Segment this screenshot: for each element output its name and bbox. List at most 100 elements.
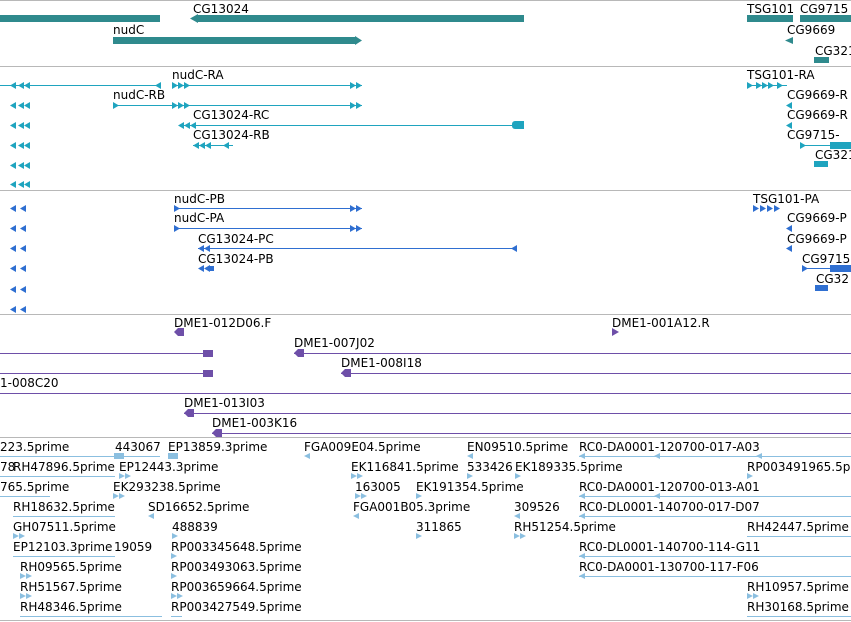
est-line[interactable] — [0, 456, 160, 457]
transcript-label: CG9669-R — [787, 88, 848, 102]
gene-feature[interactable] — [0, 15, 160, 22]
exon-markers — [350, 82, 362, 89]
strand-arrow-icon — [355, 36, 362, 45]
clone-label: DME1-001A12.R — [612, 316, 710, 330]
est-arrow-icon — [171, 573, 177, 579]
utr-block — [814, 161, 828, 167]
est-line[interactable] — [747, 536, 851, 537]
transcript-label: CG9669-R — [787, 108, 848, 122]
est-arrow-icon — [416, 493, 422, 499]
exon-markers — [350, 102, 362, 109]
est-label: 223.5prime — [0, 440, 70, 454]
est-label: RC0-DL0001-140700-017-D07 — [579, 500, 760, 514]
est-line[interactable] — [579, 556, 851, 557]
clone-line[interactable] — [0, 353, 210, 354]
clone-label: DME1-007J02 — [294, 336, 375, 350]
clone-line[interactable] — [0, 393, 851, 394]
est-label: EP12103.3prime — [13, 540, 113, 554]
transcript-line[interactable] — [800, 145, 851, 146]
est-block — [114, 453, 124, 459]
clone-label: DME1-013I03 — [184, 396, 265, 410]
est-line[interactable] — [579, 456, 851, 457]
clone-end-block — [203, 370, 213, 377]
clone-label: DME1-003K16 — [212, 416, 298, 430]
transcript-line[interactable] — [747, 85, 787, 86]
transcript-line[interactable] — [193, 145, 233, 146]
est-label: RC0-DL0001-140700-114-G11 — [579, 540, 761, 554]
clone-end-marker — [184, 409, 194, 417]
track-separator — [0, 0, 851, 1]
est-label: 78 — [0, 460, 16, 474]
transcript-line[interactable] — [172, 85, 362, 86]
track-separator — [0, 437, 851, 438]
est-line[interactable] — [13, 556, 115, 557]
transcript-label: nudC-RA — [172, 68, 224, 82]
protein-line[interactable] — [802, 268, 851, 269]
protein-line[interactable] — [198, 248, 516, 249]
gene-label: CG9715 — [800, 2, 849, 16]
exon-markers — [193, 142, 229, 149]
gene-feature[interactable] — [814, 57, 829, 63]
track-separator — [0, 66, 851, 67]
est-label: FGA001B05.3prime — [353, 500, 471, 514]
clone-line[interactable] — [341, 373, 851, 374]
est-label: RH10957.5prime — [747, 580, 849, 594]
cds-block — [830, 265, 851, 272]
est-arrow-icon — [172, 533, 178, 539]
cds-block — [815, 285, 828, 291]
est-label: EK191354.5prime — [416, 480, 524, 494]
est-label: EN09510.5prime — [467, 440, 569, 454]
est-line[interactable] — [0, 476, 115, 477]
utr-block — [830, 142, 851, 149]
est-arrow-icon — [747, 473, 753, 479]
est-line[interactable] — [747, 616, 851, 617]
est-label: RC0-DA0001-130700-117-F06 — [579, 560, 759, 574]
est-label: RC0-DA0001-120700-013-A01 — [579, 480, 760, 494]
protein-label: CG32 — [816, 272, 849, 286]
transcript-label: CG13024-RB — [193, 128, 270, 142]
protein-line[interactable] — [174, 228, 362, 229]
protein-label: nudC-PA — [174, 211, 225, 225]
est-arrow-icon — [20, 573, 32, 579]
gene-feature[interactable] — [747, 15, 793, 22]
clone-line[interactable] — [0, 373, 210, 374]
transcript-line[interactable] — [113, 105, 362, 106]
exon-markers — [511, 245, 517, 252]
exon-markers — [198, 245, 210, 252]
protein-label: CG13024-PB — [198, 252, 274, 266]
clone-end-marker — [294, 349, 304, 357]
clone-line[interactable] — [294, 353, 851, 354]
exon-markers — [113, 102, 119, 109]
est-arrow-icon — [351, 473, 363, 479]
est-line[interactable] — [13, 516, 115, 517]
clone-line[interactable] — [212, 433, 851, 434]
clone-line[interactable] — [184, 413, 851, 414]
exon-markers — [10, 306, 26, 313]
gene-feature[interactable] — [800, 15, 851, 22]
est-label: RH47896.5prime — [13, 460, 115, 474]
gene-feature[interactable] — [197, 15, 524, 22]
gene-label: nudC — [113, 23, 145, 37]
est-line[interactable] — [171, 616, 182, 617]
est-label: RP003493063.5prime — [171, 560, 302, 574]
track-separator — [0, 620, 851, 621]
exon-markers — [178, 122, 196, 129]
est-arrow-icon — [579, 513, 585, 519]
est-line[interactable] — [0, 496, 50, 497]
transcript-line[interactable] — [180, 125, 520, 126]
est-label: 309526 — [514, 500, 560, 514]
est-label: EK116841.5prime — [351, 460, 459, 474]
est-arrow-icon — [579, 553, 585, 559]
transcript-line[interactable] — [0, 85, 160, 86]
gene-feature[interactable] — [113, 37, 356, 44]
protein-line[interactable] — [174, 208, 362, 209]
est-arrow-icon — [355, 493, 367, 499]
est-arrow-icon — [514, 513, 520, 519]
est-line[interactable] — [579, 576, 851, 577]
est-line[interactable] — [20, 616, 162, 617]
est-line[interactable] — [579, 496, 851, 497]
exon-markers — [10, 225, 26, 232]
clone-label: DME1-012D06.F — [174, 316, 272, 330]
est-line[interactable] — [579, 516, 851, 517]
